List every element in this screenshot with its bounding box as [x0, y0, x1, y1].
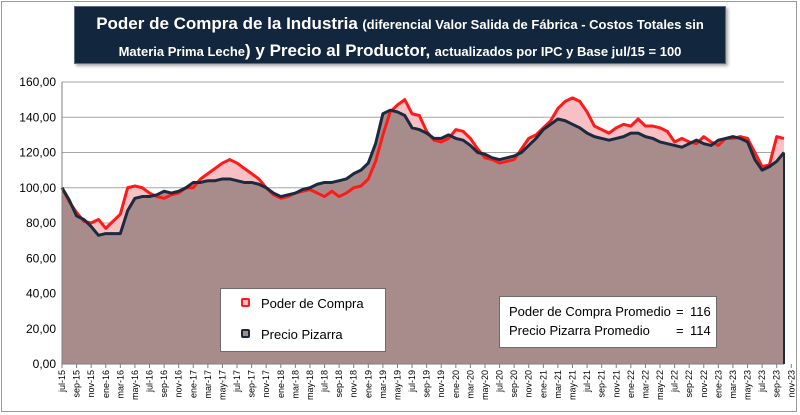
x-tick-label: mar-16: [115, 370, 125, 399]
stat-precio-value: 114: [690, 323, 711, 338]
legend-item-poder: Poder de Compra: [221, 294, 385, 314]
x-tick-label: may-17: [217, 370, 227, 400]
x-tick-label: jul-15: [57, 370, 67, 393]
averages-box: Poder de Compra Promedio = 116 Precio Piza…: [499, 296, 717, 348]
chart-title: Poder de Compra de la Industria (diferen…: [74, 6, 726, 64]
x-tick-label: sep-22: [684, 370, 694, 398]
x-tick-label: mar-19: [378, 370, 388, 399]
x-tick-label: may-23: [743, 370, 753, 400]
legend-label-poder: Poder de Compra: [261, 296, 364, 311]
x-tick-label: jul-20: [495, 370, 505, 393]
x-tick-label: nov-21: [611, 370, 621, 398]
stat-precio-label: Precio Pizarra Promedio: [509, 323, 650, 338]
x-tick-label: sep-16: [159, 370, 169, 398]
x-tick-label: may-20: [480, 370, 490, 400]
y-axis-tick-labels: 0,00 20,00 40,00 60,00 80,00 100,00 120,00 140,…: [19, 75, 56, 371]
x-tick-label: nov-17: [261, 370, 271, 398]
x-tick-label: ene-20: [451, 370, 461, 398]
precio-swatch-icon: [241, 329, 250, 338]
legend-label-precio: Precio Pizarra: [261, 327, 343, 342]
x-tick-label: sep-18: [334, 370, 344, 398]
y-tick-label: 40,00: [26, 287, 56, 301]
x-tick-label: may-21: [568, 370, 578, 400]
x-tick-label: ene-17: [188, 370, 198, 398]
x-axis-tick-labels: jul-15 sep-15 nov-15 ene-16 mar-16 may-16 jul-…: [57, 370, 796, 400]
x-tick-label: ene-22: [626, 370, 636, 398]
y-tick-label: 60,00: [26, 251, 56, 265]
x-tick-label: ene-19: [363, 370, 373, 398]
title-main-2: ) y Precio al Productor,: [245, 41, 431, 60]
y-tick-label: 120,00: [19, 146, 56, 160]
x-tick-label: sep-17: [247, 370, 257, 398]
stat-precio-eq: =: [676, 323, 684, 338]
stat-precio: Precio Pizarra Promedio = 114: [509, 323, 711, 339]
legend: Poder de Compra Precio Pizarra: [220, 288, 386, 352]
x-tick-label: mar-22: [640, 370, 650, 399]
precio-pizarra-line: [60, 108, 786, 237]
stat-poder: Poder de Compra Promedio = 116: [509, 304, 711, 320]
x-tick-label: jul-19: [407, 370, 417, 393]
x-tick-label: nov-22: [699, 370, 709, 398]
axes: [61, 82, 792, 368]
y-tick-label: 20,00: [26, 322, 56, 336]
x-tick-label: sep-20: [509, 370, 519, 398]
x-tick-label: may-19: [392, 370, 402, 400]
x-tick-label: jul-18: [320, 370, 330, 393]
x-tick-label: mar-17: [203, 370, 213, 399]
x-tick-label: ene-18: [276, 370, 286, 398]
x-tick-label: jul-16: [145, 370, 155, 393]
x-tick-label: mar-21: [553, 370, 563, 399]
x-tick-label: ene-23: [713, 370, 723, 398]
x-tick-label: nov-18: [349, 370, 359, 398]
x-tick-label: mar-20: [465, 370, 475, 399]
y-tick-label: 160,00: [19, 75, 56, 89]
x-tick-label: sep-21: [597, 370, 607, 398]
y-tick-label: 100,00: [19, 181, 56, 195]
x-tick-label: nov-23: [786, 370, 796, 398]
x-tick-label: nov-20: [524, 370, 534, 398]
x-tick-label: may-22: [655, 370, 665, 400]
series-lines: [60, 96, 786, 237]
x-tick-label: ene-21: [538, 370, 548, 398]
title-subtitle-1: (diferencial Valor Salida de Fábrica - C…: [362, 17, 704, 32]
x-tick-label: sep-15: [72, 370, 82, 398]
y-tick-label: 140,00: [19, 110, 56, 124]
title-main: Poder de Compra de la Industria: [96, 14, 358, 33]
x-tick-label: jul-17: [232, 370, 242, 393]
x-tick-label: nov-19: [436, 370, 446, 398]
x-tick-label: may-16: [130, 370, 140, 400]
x-tick-label: jul-21: [582, 370, 592, 393]
legend-item-precio: Precio Pizarra: [221, 325, 385, 345]
poder-swatch-icon: [241, 298, 250, 307]
x-tick-label: jul-23: [757, 370, 767, 393]
x-tick-label: may-18: [305, 370, 315, 400]
stat-poder-eq: =: [676, 304, 684, 319]
title-subtitle-2: Materia Prima Leche: [118, 44, 246, 59]
stat-poder-value: 116: [690, 304, 711, 319]
x-tick-label: ene-16: [101, 370, 111, 398]
title-subtitle-3: actualizados por IPC y Base jul/15 = 100: [434, 44, 682, 59]
x-tick-label: jul-22: [670, 370, 680, 393]
x-tick-label: sep-19: [422, 370, 432, 398]
y-tick-label: 0,00: [33, 357, 57, 371]
x-tick-label: nov-16: [174, 370, 184, 398]
x-tick-label: mar-23: [728, 370, 738, 399]
x-tick-label: mar-18: [290, 370, 300, 399]
stat-poder-label: Poder de Compra Promedio: [509, 304, 671, 319]
y-tick-label: 80,00: [26, 216, 56, 230]
x-tick-label: nov-15: [86, 370, 96, 398]
x-tick-label: sep-23: [772, 370, 782, 398]
